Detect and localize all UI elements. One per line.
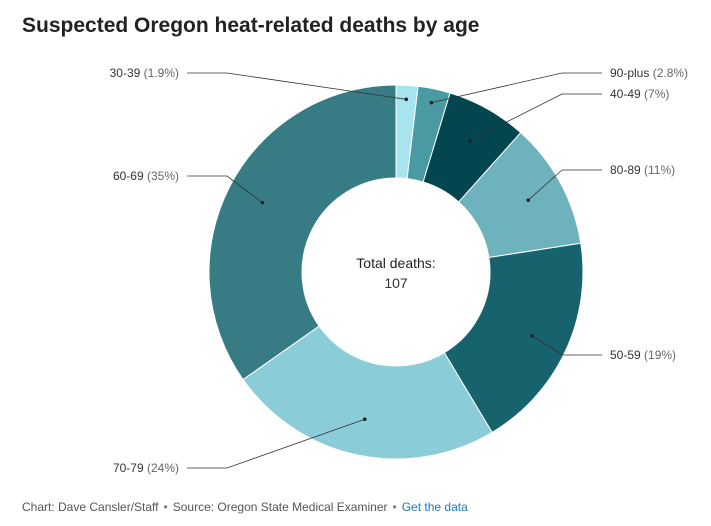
leader-line-8089 xyxy=(527,169,602,201)
footer-separator: • xyxy=(392,500,397,514)
leader-dot-4049 xyxy=(467,138,472,143)
center-total-value: 107 xyxy=(384,275,408,291)
slice-label-90plus: 90-plus (2.8%) xyxy=(610,66,688,80)
slice-label-7079: 70-79 (24%) xyxy=(113,461,179,475)
leader-dot-7079 xyxy=(362,417,367,422)
chart-credit: Chart: Dave Cansler/Staff xyxy=(22,500,159,514)
center-total-label: Total deaths: xyxy=(356,255,435,271)
slice-label-8089: 80-89 (11%) xyxy=(610,163,675,177)
leader-line-90plus xyxy=(431,72,602,104)
leader-dot-8089 xyxy=(526,198,531,202)
get-the-data-link[interactable]: Get the data xyxy=(401,500,468,514)
leader-dot-3039 xyxy=(404,97,409,102)
slice-7079[interactable] xyxy=(242,325,493,460)
leader-dot-5059 xyxy=(530,334,535,338)
chart-source: Source: Oregon State Medical Examiner xyxy=(172,500,388,514)
slice-label-3039: 30-39 (1.9%) xyxy=(110,66,179,80)
slice-label-5059: 50-59 (19%) xyxy=(610,348,676,362)
slice-label-6069: 60-69 (35%) xyxy=(113,169,179,183)
leader-line-3039 xyxy=(187,72,407,100)
leader-dot-90plus xyxy=(429,100,434,105)
slice-5059[interactable] xyxy=(443,242,584,434)
leader-line-4049 xyxy=(469,93,602,142)
slice-6069[interactable] xyxy=(208,84,397,381)
slice-label-4049: 40-49 (7%) xyxy=(610,87,669,101)
leader-dot-6069 xyxy=(260,200,265,205)
chart-footer: Chart: Dave Cansler/Staff • Source: Oregon… xyxy=(22,500,468,514)
footer-separator: • xyxy=(163,500,168,514)
chart-title: Suspected Oregon heat-related deaths by … xyxy=(22,14,480,37)
leader-line-5059 xyxy=(532,335,602,356)
leader-line-7079 xyxy=(187,418,365,469)
leader-line-6069 xyxy=(187,175,263,203)
